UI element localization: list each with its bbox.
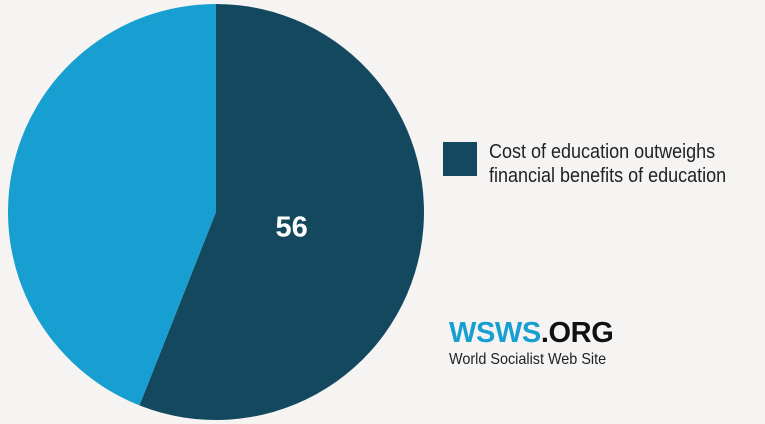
pie-slice-2 (7, 4, 217, 406)
legend-swatch (443, 142, 477, 176)
logo-main: WSWS (449, 317, 541, 349)
wsws-subtitle: World Socialist Web Site (449, 351, 607, 368)
legend-label: Cost of education outweighs financial be… (489, 141, 727, 187)
pie-slice-1-value-label: 56 (275, 211, 307, 243)
legend: Cost of education outweighs financial be… (443, 140, 765, 188)
pie-slice-1 (139, 4, 424, 420)
wsws-branding: WSWS.ORG World Socialist Web Site (449, 318, 624, 369)
wsws-logo: WSWS.ORG (449, 318, 624, 348)
logo-suffix: .ORG (540, 317, 614, 349)
